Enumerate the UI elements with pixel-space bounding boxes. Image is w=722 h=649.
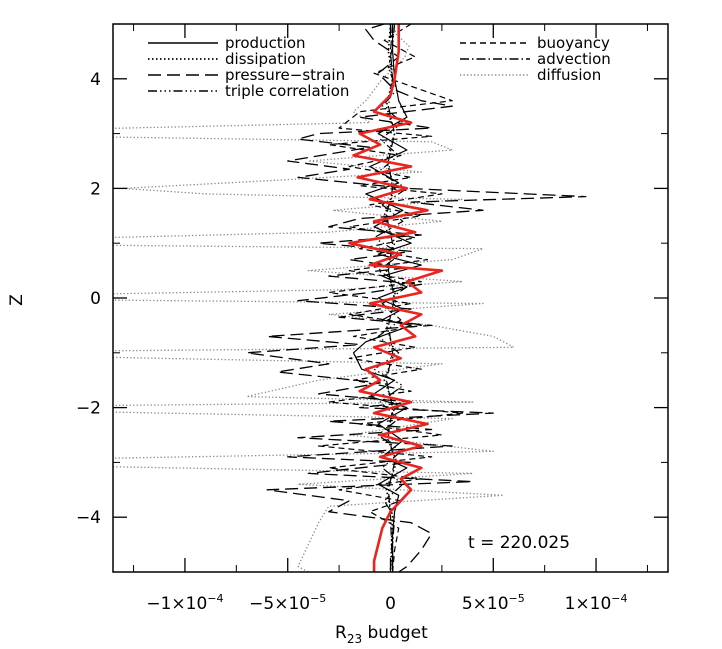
series-diffusion (113, 24, 515, 572)
time-annotation: t = 220.025 (468, 533, 570, 553)
x-axis-title-rest: budget (362, 623, 428, 643)
legend-label: triple correlation (225, 82, 349, 100)
x-axis-title-main: R (335, 623, 347, 643)
x-tick-label: 1×10−4 (565, 592, 628, 614)
series-dissipation (383, 24, 398, 572)
y-tick-label: 4 (90, 70, 101, 90)
x-axis-title-sub: 23 (347, 632, 362, 646)
y-tick-label: 0 (90, 289, 101, 309)
series-pressure-strain (245, 24, 587, 572)
x-tick-label: 0 (385, 594, 396, 614)
y-tick-label: −2 (76, 399, 101, 419)
series-advection (385, 24, 396, 572)
x-axis-title: R23 budget (335, 623, 428, 646)
legend-label: production (225, 34, 306, 52)
legend-label: pressure−strain (225, 66, 345, 84)
y-axis-title: Z (7, 294, 27, 306)
series-total-red- (348, 24, 444, 572)
tick-labels: −1×10−4 −5×10−5 0 5×10−5 1×10−4 −4 −2 0 2 4 (76, 70, 628, 614)
y-tick-label: −4 (76, 508, 101, 528)
legend-label: diffusion (537, 66, 601, 84)
x-tick-label: −5×10−5 (249, 592, 326, 614)
series-layer (113, 24, 587, 572)
x-tick-label: −1×10−4 (146, 592, 223, 614)
axis-layer (112, 23, 669, 573)
y-tick-label: 2 (90, 179, 101, 199)
x-tick-label: 5×10−5 (462, 592, 525, 614)
series-buoyancy (318, 24, 463, 572)
legend-label: buoyancy (537, 34, 610, 52)
legend-label: advection (537, 50, 611, 68)
legend-label: dissipation (225, 50, 306, 68)
legend: productiondissipationpressure−straintrip… (148, 34, 611, 100)
